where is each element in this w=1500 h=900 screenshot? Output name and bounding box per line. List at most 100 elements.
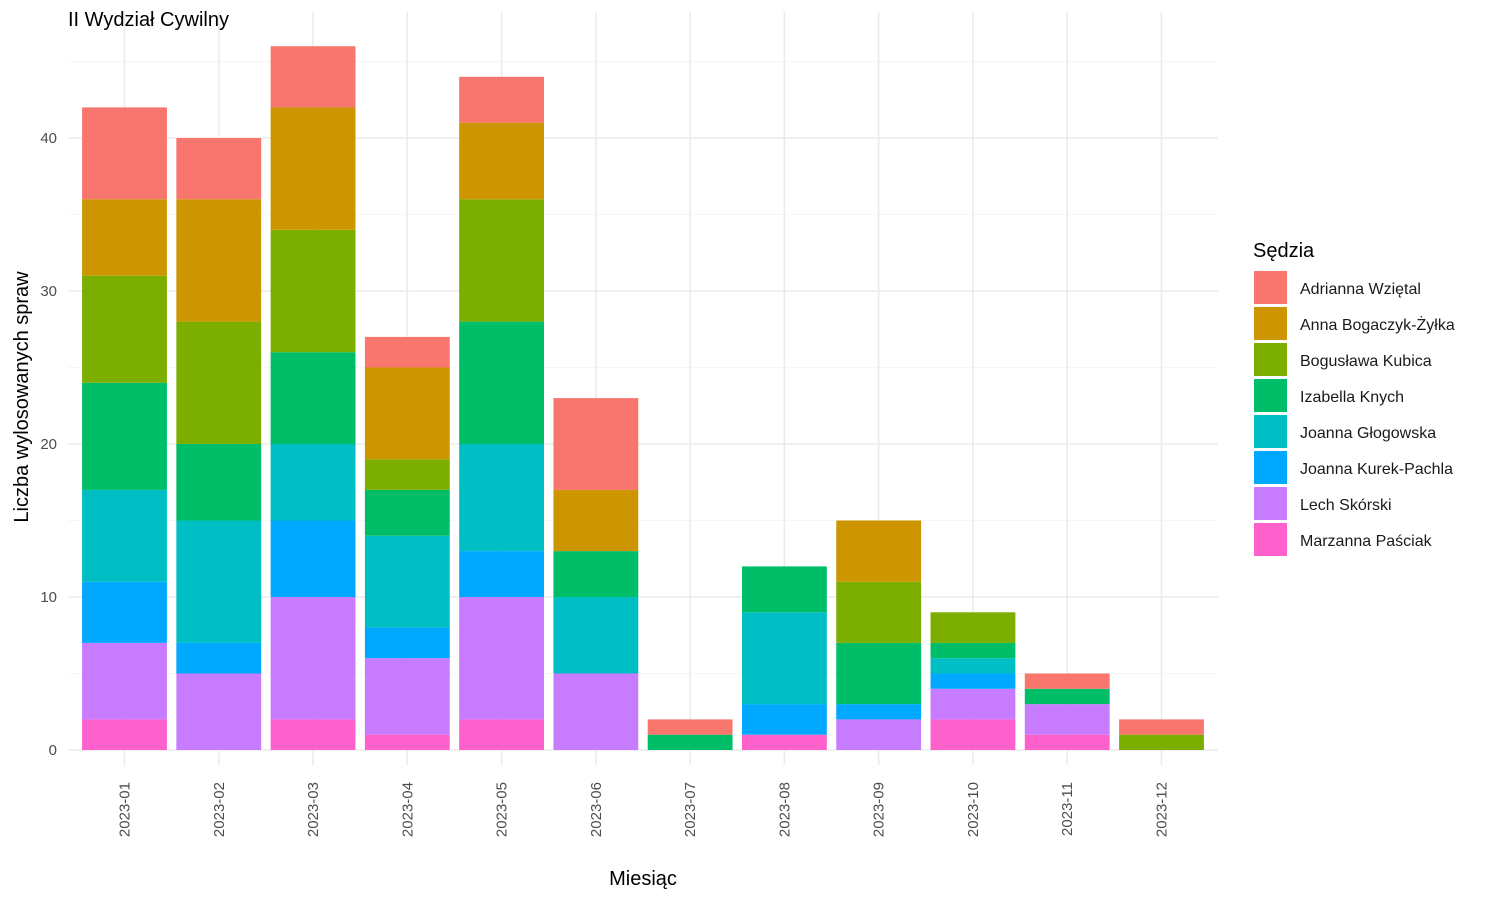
legend-swatch — [1254, 307, 1287, 340]
bar-segment — [82, 719, 167, 750]
bar-segment — [836, 520, 922, 582]
bar-segment — [741, 704, 827, 735]
bar-segment — [647, 734, 733, 750]
bar-segment — [364, 459, 450, 490]
bar-segment — [270, 46, 356, 108]
bar-segment — [459, 597, 545, 720]
bar-segment — [930, 642, 1016, 659]
bar-segment — [459, 444, 545, 552]
legend-label: Marzanna Paściak — [1300, 533, 1433, 550]
legend-title: Sędzia — [1253, 240, 1315, 262]
bar-segment — [364, 658, 450, 735]
legend-swatch — [1254, 451, 1287, 484]
bars — [82, 46, 1204, 750]
x-tick-label: 2023-11 — [1059, 782, 1076, 836]
bar-segment — [836, 581, 922, 643]
y-tick-label: 10 — [40, 589, 57, 606]
x-tick-label: 2023-06 — [588, 782, 605, 837]
bar-segment — [459, 199, 545, 322]
y-tick-label: 40 — [40, 130, 57, 147]
legend-label: Anna Bogaczyk-Żyłka — [1300, 315, 1455, 334]
legend-swatch — [1254, 343, 1287, 376]
x-tick-label: 2023-04 — [399, 782, 416, 837]
bar-segment — [1119, 719, 1204, 735]
bar-segment — [176, 444, 262, 521]
bar-segment — [82, 275, 167, 383]
y-axis-title: Liczba wylosowanych spraw — [11, 271, 33, 523]
bar-segment — [930, 719, 1016, 750]
bar-segment — [270, 597, 356, 720]
bar-segment — [82, 489, 167, 582]
bar-segment — [553, 398, 639, 490]
x-axis-ticks: 2023-01 2023-02 2023-03 2023-04 2023-05 2023-… — [117, 782, 1171, 837]
x-tick-label: 2023-12 — [1154, 782, 1171, 837]
legend-label: Izabella Knych — [1300, 389, 1404, 406]
bar-segment — [459, 122, 545, 200]
bar-segment — [930, 658, 1016, 674]
bar-segment — [1024, 734, 1110, 750]
bar-segment — [364, 535, 450, 628]
chart-title: II Wydział Cywilny — [68, 9, 229, 31]
bar-segment — [176, 673, 262, 750]
bar-segment — [176, 321, 262, 444]
bar-segment — [741, 734, 827, 750]
bar-segment — [553, 597, 639, 674]
y-tick-label: 20 — [40, 436, 57, 453]
bar-segment — [270, 352, 356, 444]
bar-segment — [270, 229, 356, 353]
bar-segment — [1024, 704, 1110, 735]
legend-label: Bogusława Kubica — [1300, 353, 1432, 370]
bar-segment — [82, 642, 167, 720]
bar-segment — [364, 627, 450, 659]
legend-swatch — [1254, 487, 1287, 520]
bar-segment — [82, 199, 167, 276]
legend-swatch — [1254, 271, 1287, 304]
y-tick-label: 30 — [40, 283, 57, 300]
y-tick-label: 0 — [49, 742, 57, 759]
bar-segment — [741, 566, 827, 613]
legend-swatch — [1254, 523, 1287, 556]
legend-label: Joanna Głogowska — [1300, 425, 1436, 442]
x-tick-label: 2023-03 — [305, 782, 322, 837]
bar-segment — [364, 734, 450, 750]
bar-segment — [836, 719, 922, 750]
bar-segment — [553, 489, 639, 552]
x-tick-label: 2023-02 — [211, 782, 228, 837]
bar-segment — [1024, 673, 1110, 689]
bar-segment — [836, 704, 922, 720]
bar-segment — [1119, 734, 1204, 750]
legend-label: Adrianna Wziętal — [1300, 281, 1421, 298]
bar-segment — [930, 688, 1016, 720]
x-axis-title: Miesiąc — [609, 868, 677, 890]
bar-segment — [930, 673, 1016, 689]
bar-segment — [82, 581, 167, 643]
y-axis-ticks: 0 10 20 30 40 — [40, 130, 57, 759]
bar-segment — [459, 321, 545, 444]
bar-segment — [553, 673, 639, 750]
bar-segment — [364, 336, 450, 368]
bar-segment — [270, 520, 356, 597]
x-tick-label: 2023-07 — [682, 782, 699, 837]
bar-segment — [459, 551, 545, 597]
bar-segment — [82, 107, 167, 200]
bar-segment — [836, 642, 922, 705]
bar-segment — [176, 642, 262, 674]
legend-label: Lech Skórski — [1300, 497, 1392, 514]
legend-swatch — [1254, 415, 1287, 448]
bar-segment — [459, 719, 545, 750]
x-tick-label: 2023-05 — [494, 782, 511, 837]
legend-swatch — [1254, 379, 1287, 412]
bar-segment — [647, 719, 733, 735]
legend-label: Joanna Kurek-Pachla — [1300, 461, 1453, 478]
bar-segment — [459, 76, 545, 123]
bar-segment — [553, 551, 639, 597]
bar-segment — [1024, 688, 1110, 705]
bar-segment — [176, 199, 262, 322]
x-tick-label: 2023-10 — [965, 782, 982, 837]
bar-segment — [82, 382, 167, 490]
bar-segment — [364, 489, 450, 536]
x-tick-label: 2023-01 — [117, 782, 134, 837]
x-tick-label: 2023-08 — [776, 782, 793, 837]
bar-segment — [176, 138, 262, 200]
